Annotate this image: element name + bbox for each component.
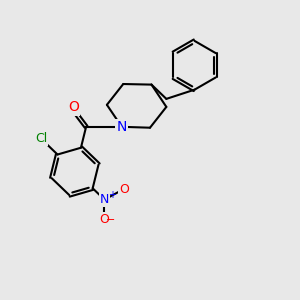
Text: +: + — [108, 190, 116, 200]
Text: −: − — [106, 215, 116, 225]
Text: O: O — [119, 183, 129, 196]
Text: O: O — [68, 100, 79, 115]
Text: N: N — [117, 120, 127, 134]
Text: Cl: Cl — [35, 132, 47, 145]
Text: O: O — [100, 213, 110, 226]
Text: N: N — [100, 193, 109, 206]
